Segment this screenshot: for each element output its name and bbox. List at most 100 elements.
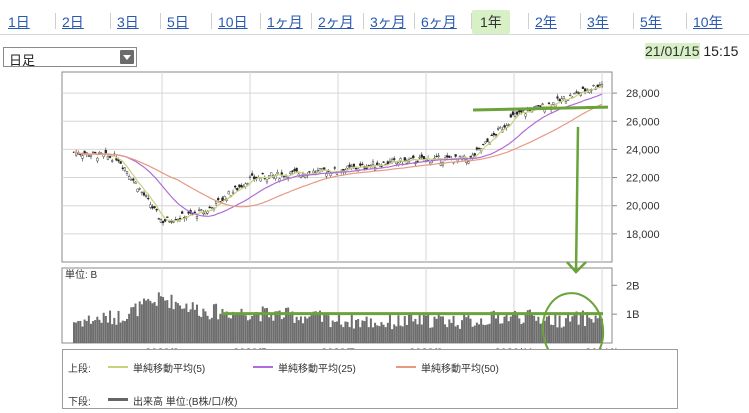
volume-bar [318,310,321,343]
candle-body [320,167,324,170]
period-select[interactable]: 日足 [3,47,137,68]
volume-bar [545,316,548,343]
volume-bar [232,311,235,343]
tab-10[interactable]: 1年 [472,10,510,34]
tab-separator [110,13,111,29]
tab-5[interactable]: 10日 [218,14,248,30]
volume-bar [157,292,160,343]
volume-bar [497,314,500,343]
candle-body [329,173,332,176]
tab-2[interactable]: 2日 [62,14,84,30]
tab-4[interactable]: 5日 [167,14,189,30]
tab-separator [633,13,634,29]
volume-bar [592,322,595,343]
candle-body [592,84,595,87]
volume-bar [280,319,283,343]
candle-body [361,163,364,166]
annotation-arrow-head [566,261,587,274]
candle-body [395,161,398,164]
candle-body [496,128,500,130]
candle-body [477,147,481,149]
candle-body [157,218,160,220]
volume-bar [480,318,483,343]
volume-bar [388,314,391,343]
volume-bar [403,316,406,343]
volume-bar [575,311,578,343]
volume-bar [251,315,254,343]
candle-body [248,176,252,178]
volume-tick-label: 1B [626,309,639,321]
candle-body [494,134,498,136]
candle-body [234,185,237,188]
candle-body [537,105,540,107]
candle-body [253,176,256,180]
price-tick-label: 20,000 [626,201,660,213]
candle-body [558,98,561,102]
volume-bar [83,319,86,343]
legend-upper-label: 上段: [68,364,91,375]
tab-13[interactable]: 5年 [640,14,662,30]
volume-bar [293,322,296,343]
candle-body [346,165,349,169]
candle-body [178,218,182,220]
volume-bar [176,303,179,343]
volume-bar [488,323,491,343]
candle-body [420,154,423,158]
volume-bar [346,321,349,343]
volume-bar [418,313,421,343]
price-tick-label: 18,000 [626,229,660,241]
tab-9[interactable]: 6ヶ月 [421,14,457,30]
tab-8[interactable]: 3ヶ月 [370,14,406,30]
tab-3[interactable]: 3日 [117,14,139,30]
candle-body [159,219,163,223]
timestamp-date: 21/01/15 [645,43,700,59]
candle-body [393,158,396,160]
volume-bar [371,327,374,343]
volume-bar [471,326,474,343]
tab-1[interactable]: 1日 [8,14,30,30]
candle-body [403,157,406,161]
tab-6[interactable]: 1ヶ月 [267,14,303,30]
annotation-arrow-line [574,126,580,273]
candle-body [467,161,470,164]
volume-bar [456,325,459,343]
tab-7[interactable]: 2ヶ月 [318,14,354,30]
tab-14[interactable]: 10年 [693,14,723,30]
volume-bar [484,324,487,343]
candle-body [181,211,184,214]
candle-body [87,155,90,157]
volume-bar [261,306,264,343]
candle-body [596,84,599,88]
volume-bar [556,327,559,343]
volume-bar [590,319,593,343]
volume-bar [314,311,317,343]
candle-body [265,179,269,183]
volume-bar [291,311,294,343]
volume-bar [151,303,154,343]
volume-bar [270,313,273,343]
volume-bar [234,312,237,343]
chevron-down-icon[interactable] [120,50,134,64]
tab-separator [55,13,56,29]
volume-bar [109,310,112,343]
candle-body [119,161,122,164]
volume-bar [81,326,84,343]
candle-body [513,113,517,117]
volume-bar [244,315,247,343]
volume-bar [355,320,358,343]
volume-bar [312,311,315,343]
candle-body [227,191,230,195]
volume-bar [486,324,489,343]
volume-bar [492,310,495,343]
tab-11[interactable]: 2年 [535,14,557,30]
volume-bar [408,313,411,343]
volume-bar [111,324,114,343]
volume-bar [140,304,143,343]
volume-bar [380,322,383,343]
candle-body [176,218,180,221]
tab-12[interactable]: 3年 [587,14,609,30]
volume-bar [352,328,355,343]
candle-body [202,212,205,215]
volume-bar [225,311,228,343]
volume-bar [142,298,145,343]
